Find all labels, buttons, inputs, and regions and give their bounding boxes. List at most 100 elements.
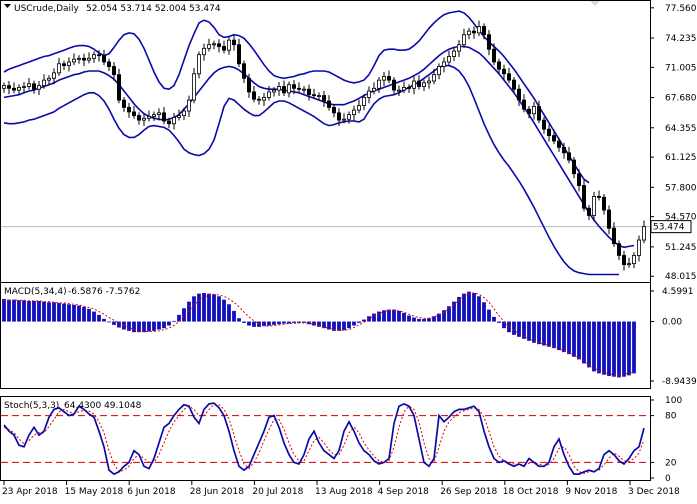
candle-body <box>216 43 221 47</box>
candle-body <box>341 118 346 121</box>
macd-bar <box>567 321 571 355</box>
candle-body <box>622 255 627 265</box>
macd-bar <box>417 318 421 322</box>
macd-bar <box>622 321 626 377</box>
macd-bar <box>542 321 546 346</box>
last-price-label: 53.474 <box>653 223 685 233</box>
macd-bar <box>472 292 476 322</box>
price-tick-label: 67.680 <box>665 94 697 104</box>
candle-body <box>501 68 506 75</box>
candle-body <box>316 95 321 97</box>
candle-body <box>16 86 21 91</box>
candle-body <box>47 77 52 81</box>
time-tick-label: 28 Jun 2018 <box>190 487 244 497</box>
candle-body <box>632 255 637 265</box>
time-tick-label: 9 Nov 2018 <box>565 487 617 497</box>
candle-body <box>451 50 456 57</box>
candle-body <box>296 87 301 90</box>
candle-body <box>77 57 82 60</box>
macd-bar <box>597 321 601 374</box>
candle-body <box>102 55 107 63</box>
macd-bar <box>467 291 471 322</box>
candle-body <box>281 86 286 94</box>
macd-bar <box>272 321 276 325</box>
candle-body <box>356 105 361 111</box>
candle-body <box>52 72 57 79</box>
candle-body <box>291 84 296 89</box>
scroll-indicator-icon[interactable] <box>590 1 600 6</box>
candle-body <box>401 86 406 91</box>
candle-body <box>441 61 446 67</box>
macd-bar <box>137 321 141 333</box>
candle-body <box>366 90 371 98</box>
candle-body <box>557 140 562 148</box>
macd-bar <box>592 321 596 372</box>
macd-bar <box>307 321 311 325</box>
candle-body <box>612 227 617 245</box>
macd-bar <box>412 317 416 322</box>
candle-body <box>42 79 47 86</box>
candle-body <box>542 119 547 130</box>
macd-bar <box>437 313 441 322</box>
macd-bar <box>202 292 206 322</box>
macd-bar <box>42 301 46 322</box>
macd-bar <box>237 318 241 322</box>
stochastic-tick-label: 0 <box>665 474 671 484</box>
candle-body <box>131 111 136 116</box>
macd-bar <box>172 320 176 322</box>
macd-bar <box>87 308 91 322</box>
macd-bar <box>547 321 551 347</box>
candle-body <box>301 88 306 91</box>
candle-body <box>221 46 226 51</box>
candle-body <box>236 44 241 65</box>
candle-body <box>491 48 496 63</box>
candle-body <box>552 135 557 142</box>
candle-body <box>331 106 336 114</box>
macd-bar <box>607 321 611 377</box>
ohlc-readout: 52.054 53.714 52.004 53.474 <box>86 4 221 14</box>
candle-body <box>471 30 476 34</box>
time-tick-label: 20 Jul 2018 <box>252 487 303 497</box>
macd-bar <box>192 296 196 322</box>
candle-body <box>276 86 281 91</box>
macd-bar <box>532 321 536 343</box>
candle-body <box>117 74 122 101</box>
candle-body <box>26 83 31 87</box>
candle-body <box>186 99 191 112</box>
candle-body <box>506 73 511 81</box>
stochastic-axis <box>651 397 697 481</box>
macd-bar <box>147 321 151 332</box>
price-tick-label: 54.570 <box>665 213 697 223</box>
macd-bar <box>392 309 396 322</box>
candle-body <box>577 173 582 186</box>
candle-body <box>156 112 161 116</box>
candle-body <box>256 98 261 101</box>
candle-body <box>72 58 77 63</box>
macd-bar <box>457 296 461 322</box>
macd-bar <box>512 321 516 335</box>
candle-body <box>57 63 62 74</box>
macd-bar <box>287 321 291 324</box>
macd-bar <box>107 321 111 323</box>
candle-body <box>196 54 201 75</box>
macd-bar <box>382 310 386 322</box>
macd-layer <box>2 291 636 378</box>
macd-bar <box>282 321 286 324</box>
macd-bar <box>552 321 556 349</box>
candle-body <box>107 61 112 67</box>
candle-body <box>512 79 517 90</box>
macd-bar <box>462 293 466 322</box>
macd-tick-label: -8.9439 <box>662 377 697 387</box>
candle-body <box>371 87 376 92</box>
macd-bar <box>617 321 621 378</box>
candle-body <box>386 76 391 81</box>
time-tick-label: 13 Aug 2018 <box>315 487 373 497</box>
stochastic-header: Stoch(5,3,3) 64.4300 49.1048 <box>4 401 142 411</box>
last-price-badge <box>650 220 692 234</box>
candle-body <box>87 57 92 61</box>
macd-bar <box>47 302 51 322</box>
candle-body <box>587 207 592 216</box>
macd-bar <box>432 316 436 322</box>
macd-bar <box>217 296 221 322</box>
